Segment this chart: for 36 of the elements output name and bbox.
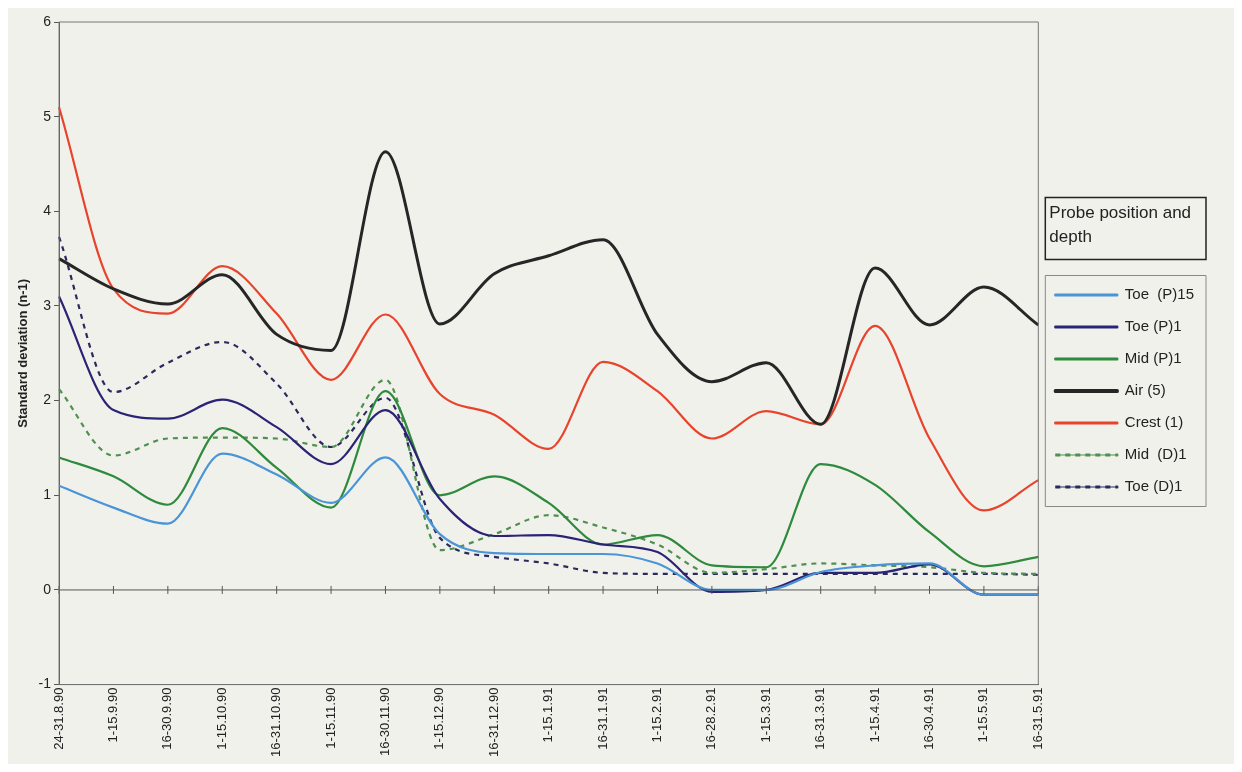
legend-label: Toe (P)15 bbox=[1124, 285, 1194, 303]
y-tick-label: -1 bbox=[38, 675, 52, 692]
x-tick-label: 16-31.10.90 bbox=[268, 687, 284, 758]
x-tick-label: 16-31.3.91 bbox=[812, 687, 828, 750]
legend-label: Toe (D)1 bbox=[1124, 477, 1183, 495]
x-tick-label: 1-15.3.91 bbox=[757, 687, 773, 743]
legend-label: Mid (P)1 bbox=[1124, 349, 1182, 367]
y-tick-label: 2 bbox=[43, 391, 52, 408]
x-tick-label: 1-15.9.90 bbox=[105, 687, 121, 743]
y-tick-label: 0 bbox=[43, 580, 52, 597]
x-tick-label: 1-15.1.91 bbox=[540, 687, 556, 743]
legend-label: Air (5) bbox=[1124, 381, 1166, 399]
legend-title: Probe position and depth bbox=[1049, 202, 1192, 246]
legend-label: Crest (1) bbox=[1124, 413, 1184, 431]
x-tick-label: 16-28.2.91 bbox=[703, 687, 719, 750]
x-tick-label: 16-30.9.90 bbox=[159, 687, 175, 750]
y-tick-label: 3 bbox=[43, 296, 52, 313]
x-tick-label: 16-30.4.91 bbox=[921, 687, 937, 750]
legend-label: Toe (P)1 bbox=[1124, 317, 1182, 335]
y-tick-label: 1 bbox=[43, 486, 52, 503]
x-tick-label: 16-30.11.90 bbox=[377, 687, 393, 757]
y-tick-label: 4 bbox=[43, 202, 52, 219]
x-tick-label: 1-15.10.90 bbox=[213, 687, 229, 750]
x-tick-label: 1-15.12.90 bbox=[431, 687, 447, 750]
y-tick-label: 5 bbox=[43, 107, 52, 124]
x-tick-label: 1-15.4.91 bbox=[866, 687, 882, 743]
legend-label: Mid (D)1 bbox=[1124, 445, 1187, 463]
x-tick-label: 1-15.2.91 bbox=[649, 687, 665, 743]
x-tick-label: 24-31.8.90 bbox=[50, 687, 66, 750]
x-tick-label: 16-31.12.90 bbox=[485, 687, 501, 758]
x-tick-label: 1-15.11.90 bbox=[322, 687, 338, 749]
x-tick-label: 1-15.5.91 bbox=[975, 687, 991, 743]
y-tick-label: 6 bbox=[43, 12, 52, 29]
x-tick-label: 16-31.5.91 bbox=[1029, 687, 1045, 750]
x-tick-label: 16-31.1.91 bbox=[594, 687, 610, 750]
y-axis-title: Standard deviation (n-1) bbox=[15, 278, 31, 428]
